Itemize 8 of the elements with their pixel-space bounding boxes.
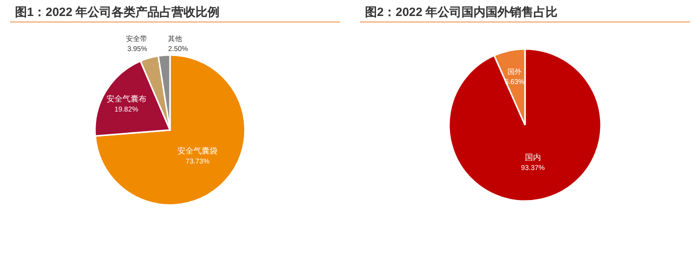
data-label: 93.37% bbox=[520, 165, 545, 172]
slice-label: 安全气囊袋 bbox=[178, 146, 218, 156]
slice-label: 国内 bbox=[524, 153, 541, 162]
chart-title: 图1：2022 年公司各类产品占营收比例 bbox=[15, 5, 220, 19]
chart-title: 图2：2022 年公司国内国外销售占比 bbox=[365, 5, 558, 19]
data-label: 73.73% bbox=[186, 158, 210, 166]
slice-label: 安全气囊布 bbox=[106, 94, 146, 104]
data-label: 19.82% bbox=[114, 106, 138, 114]
